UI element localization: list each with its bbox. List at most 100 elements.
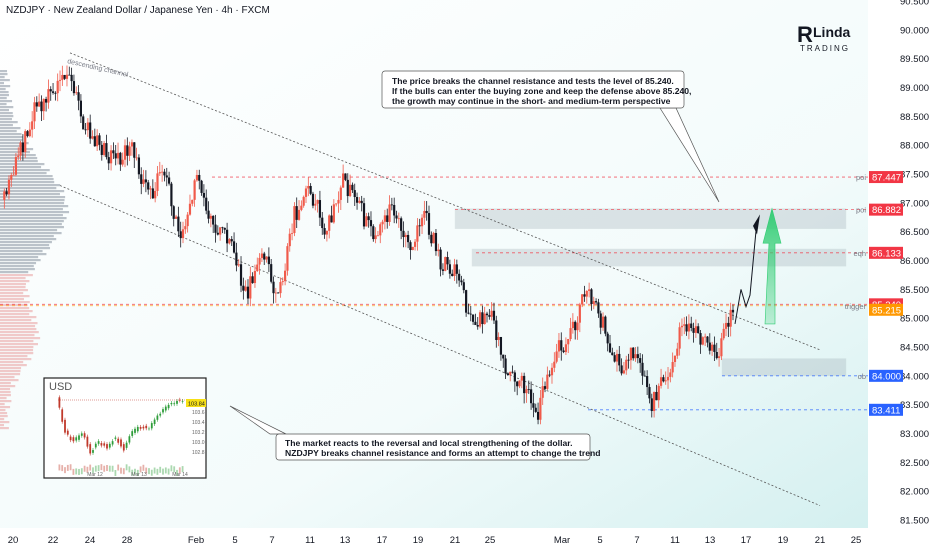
- time-axis-bg: [0, 528, 932, 550]
- candle-body: [12, 174, 15, 176]
- axis-price-tag-label: 85.215: [872, 305, 901, 316]
- candle-body: [191, 199, 194, 204]
- candle-body: [314, 203, 317, 206]
- candle-body: [588, 289, 591, 291]
- candle-body: [309, 185, 312, 194]
- inset-volume-bar: [61, 465, 64, 472]
- level-name: ob: [858, 372, 866, 381]
- inset-candle-body: [92, 450, 94, 453]
- volume-profile-bar: [0, 229, 58, 232]
- inset-volume-bar: [156, 468, 159, 475]
- volume-profile-bar: [0, 196, 66, 199]
- candle-body: [711, 344, 714, 351]
- candle-body: [444, 257, 447, 271]
- inset-candle-body: [75, 437, 78, 441]
- volume-profile-bar: [0, 238, 57, 241]
- x-tick-label: 28: [122, 535, 133, 546]
- volume-profile-bar: [0, 190, 65, 193]
- y-tick-label: 87.000: [900, 198, 929, 209]
- candle-body: [284, 270, 287, 282]
- volume-profile-bar: [0, 283, 26, 286]
- inset-candle-body: [131, 431, 134, 436]
- candle-body: [362, 203, 366, 227]
- candle-body: [673, 355, 677, 363]
- candle-body: [664, 380, 667, 382]
- volume-profile-bar: [0, 373, 21, 376]
- inset-volume-bar: [181, 466, 184, 473]
- candle-body: [75, 92, 78, 94]
- candle-body: [304, 188, 308, 197]
- volume-profile-bar: [0, 382, 11, 385]
- y-tick-label: 83.500: [900, 400, 929, 411]
- inset-candle-body: [136, 426, 139, 432]
- candle-body: [128, 146, 131, 156]
- candle-body: [636, 354, 639, 359]
- volume-profile-bar: [0, 163, 45, 166]
- inset-volume-bar: [148, 468, 150, 475]
- candle-body: [316, 200, 319, 204]
- candle-body: [632, 347, 635, 359]
- candle-body: [70, 74, 73, 82]
- y-tick-label: 84.500: [900, 343, 929, 354]
- volume-profile-bar: [0, 136, 23, 139]
- axis-price-tag: [869, 403, 903, 416]
- volume-profile-bar: [0, 103, 7, 106]
- candle-body: [594, 301, 598, 303]
- candle-body: [534, 407, 537, 412]
- inset-volume-bar: [72, 468, 75, 475]
- inset-candle-body: [150, 423, 153, 429]
- candle-body: [147, 182, 150, 190]
- candle-body: [351, 184, 354, 191]
- volume-profile-bar: [0, 328, 37, 331]
- candle-body: [599, 313, 602, 328]
- candle-body: [325, 230, 328, 235]
- candle-body: [652, 391, 656, 412]
- candle-body: [715, 352, 718, 359]
- candle-body: [620, 365, 623, 374]
- candle-body: [578, 304, 581, 323]
- y-tick-label: 86.000: [900, 256, 929, 267]
- volume-profile-bar: [0, 319, 32, 322]
- volume-profile-bar: [0, 343, 38, 346]
- candle-body: [490, 310, 493, 317]
- axis-price-tag: [869, 303, 903, 316]
- candle-body: [390, 204, 393, 206]
- volume-profile-bar: [0, 127, 21, 130]
- candle-body: [369, 220, 373, 227]
- inset-volume-bar: [86, 466, 89, 473]
- inset-candle-body: [94, 443, 97, 448]
- volume-profile-bar: [0, 409, 6, 412]
- volume-profile-bar: [0, 214, 63, 217]
- candle-body: [207, 210, 210, 219]
- candle-body: [200, 180, 203, 193]
- candle-body: [706, 336, 709, 343]
- candle-body: [532, 403, 535, 408]
- annotation-1: The price breaks the channel resistance …: [381, 70, 720, 203]
- inset-candle-body: [162, 409, 164, 413]
- volume-profile-bar: [0, 76, 5, 79]
- candle-body: [105, 143, 108, 158]
- candles: [3, 65, 735, 425]
- zone-box: [454, 208, 847, 229]
- x-tick-label: 17: [741, 535, 752, 546]
- candle-body: [492, 310, 496, 321]
- candle-body: [451, 273, 454, 277]
- candle-body: [690, 323, 693, 328]
- candle-body: [21, 142, 24, 152]
- candle-body: [65, 74, 69, 79]
- volume-profile-bar: [0, 349, 34, 352]
- volume-profile-bar: [0, 379, 19, 382]
- candle-body: [657, 385, 660, 401]
- candle-body: [418, 225, 421, 227]
- candle-body: [469, 313, 472, 315]
- volume-profile-bar: [0, 70, 8, 73]
- inset-volume-bar: [103, 465, 106, 472]
- candle-body: [478, 312, 482, 327]
- candle-body: [629, 347, 632, 361]
- inset-candle-body: [176, 400, 178, 404]
- candle-body: [358, 200, 361, 203]
- candle-body: [297, 209, 301, 220]
- projection-arrowhead: [753, 214, 760, 235]
